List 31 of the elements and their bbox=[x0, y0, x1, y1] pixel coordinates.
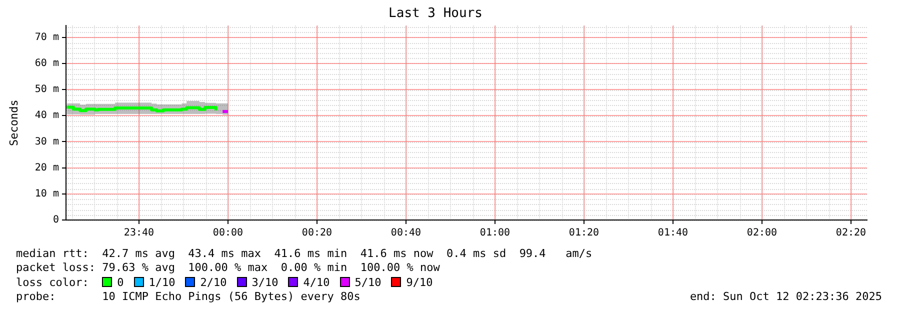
x-tick-label: 02:20 bbox=[836, 228, 866, 239]
text: probe: 10 ICMP Echo Pings (56 Bytes) every 80s bbox=[16, 290, 360, 303]
y-tick-label: 0 bbox=[52, 214, 59, 226]
legend-label: 1/10 bbox=[148, 276, 176, 289]
y-tick-label: 50 m bbox=[34, 84, 59, 96]
x-tick-label: 01:00 bbox=[480, 228, 510, 239]
legend-title: loss color: bbox=[16, 276, 90, 289]
chart-title: Last 3 Hours bbox=[388, 6, 482, 22]
x-tick-label: 00:00 bbox=[212, 228, 244, 239]
legend-label: 9/10 bbox=[406, 276, 433, 289]
legend-label: 3/10 bbox=[252, 276, 278, 289]
legend-label: 5/10 bbox=[354, 276, 382, 289]
x-tick-label: 00:40 bbox=[390, 228, 422, 239]
x-tick-label: 01:20 bbox=[568, 228, 600, 239]
legend-label: 0 bbox=[117, 276, 124, 289]
y-tick-label: 30 m bbox=[34, 136, 59, 148]
y-tick-label: 60 m bbox=[34, 58, 59, 70]
x-tick-label: 02:00 bbox=[746, 228, 778, 239]
x-tick-label: 01:40 bbox=[658, 228, 688, 239]
y-axis-title: Seconds bbox=[7, 100, 20, 146]
x-tick-label: 23:40 bbox=[124, 228, 154, 239]
y-tick-label: 20 m bbox=[34, 162, 59, 174]
text: end: Sun Oct 12 02:23:36 2025 bbox=[690, 290, 882, 304]
x-tick-label: 00:20 bbox=[302, 228, 332, 239]
text: median rtt: 42.7 ms avg 43.4 ms max 41.6 ms min 41.6 ms now 0.4 ms sd 99.4 am/s bbox=[16, 247, 594, 262]
y-tick-label: 40 m bbox=[34, 110, 59, 122]
y-tick-label: 70 m bbox=[34, 32, 59, 43]
legend-label: 4/10 bbox=[303, 276, 330, 289]
y-tick-label: 10 m bbox=[34, 188, 59, 200]
text: packet loss: 79.63 % avg 100.00 % max 0.00 % min 100.00 % now bbox=[16, 261, 441, 276]
legend-label: 2/10 bbox=[200, 276, 227, 289]
